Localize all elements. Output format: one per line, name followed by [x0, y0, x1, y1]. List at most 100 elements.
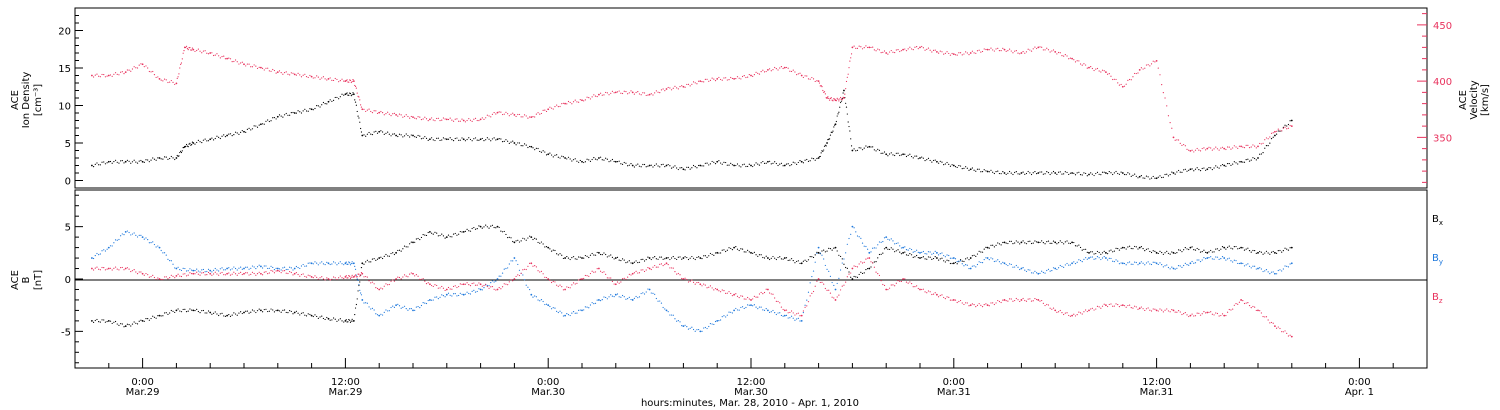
velocity-point — [554, 105, 556, 108]
velocity-point — [550, 107, 553, 109]
bz-point — [806, 305, 808, 307]
density-point — [952, 164, 955, 167]
bx-point — [605, 253, 607, 256]
by-point — [969, 267, 972, 270]
by-point — [258, 264, 260, 266]
density-point — [1024, 173, 1026, 175]
bz-point — [415, 274, 417, 276]
velocity-point — [517, 113, 519, 116]
by-point — [584, 306, 586, 308]
bz-point — [478, 282, 480, 284]
bx-point — [902, 251, 904, 254]
bx-point — [1171, 251, 1173, 253]
velocity-point — [1145, 64, 1148, 66]
bz-point — [1281, 331, 1283, 333]
velocity-point — [370, 110, 372, 113]
by-point — [1068, 264, 1070, 266]
bz-point — [826, 289, 828, 291]
velocity-point — [474, 117, 477, 119]
density-point — [743, 163, 745, 165]
bz-point — [594, 271, 597, 273]
velocity-point — [530, 116, 533, 119]
density-point — [1057, 171, 1060, 173]
bz-point — [1002, 299, 1004, 301]
velocity-point — [630, 90, 632, 92]
by-point — [579, 309, 581, 311]
by-point — [1290, 262, 1293, 265]
velocity-point — [572, 101, 575, 103]
velocity-point — [1147, 64, 1149, 66]
bz-point — [229, 274, 232, 276]
velocity-point — [352, 80, 355, 83]
by-point — [1014, 266, 1016, 268]
bz-point — [1164, 309, 1166, 311]
by-point — [640, 292, 642, 295]
density-point — [1085, 172, 1087, 175]
density-point — [488, 138, 490, 140]
velocity-point — [398, 113, 401, 115]
bx-point — [157, 315, 159, 317]
bx-point — [299, 314, 301, 316]
by-point — [1052, 267, 1055, 269]
bz-point — [779, 302, 781, 304]
bx-point — [665, 257, 668, 259]
by-point — [338, 262, 340, 264]
by-point — [537, 299, 539, 301]
bx-point — [1248, 249, 1251, 252]
velocity-point — [120, 71, 122, 73]
density-point — [846, 113, 848, 115]
velocity-point — [652, 94, 654, 96]
by-point — [1002, 261, 1004, 264]
bz-point — [997, 299, 999, 302]
density-point — [380, 130, 382, 132]
density-point — [128, 160, 130, 162]
bz-point — [760, 291, 762, 294]
by-point — [513, 257, 516, 259]
density-point — [855, 150, 857, 152]
bz-point — [910, 282, 913, 285]
velocity-point — [434, 120, 436, 122]
by-point — [1091, 256, 1093, 258]
bx-point — [689, 257, 691, 259]
by-point — [319, 262, 321, 264]
by-point — [679, 321, 681, 323]
velocity-point — [338, 81, 340, 83]
bx-point — [995, 244, 997, 246]
density-point — [368, 131, 370, 134]
by-point — [1275, 273, 1278, 275]
by-point — [392, 305, 394, 307]
bz-point — [387, 284, 389, 286]
bz-point — [794, 314, 796, 316]
bx-point — [753, 251, 755, 253]
bx-point — [1215, 248, 1217, 250]
bz-point — [307, 274, 309, 276]
bz-point — [755, 296, 757, 298]
bz-point — [956, 301, 958, 304]
bx-point — [836, 250, 838, 252]
velocity-point — [414, 117, 416, 119]
density-point — [478, 139, 480, 141]
bx-point — [598, 251, 600, 254]
top-left-ylabel-line1: ACE — [10, 90, 21, 110]
velocity-point — [782, 67, 784, 70]
velocity-point — [1166, 105, 1168, 107]
density-point — [248, 127, 250, 129]
velocity-point — [966, 52, 968, 54]
density-point — [1154, 177, 1156, 179]
velocity-point — [783, 66, 786, 69]
density-point — [748, 163, 750, 165]
by-point — [1154, 261, 1156, 263]
by-point — [1150, 263, 1153, 266]
velocity-point — [118, 74, 120, 76]
density-point — [616, 161, 619, 163]
bx-point — [427, 231, 429, 234]
density-point — [1220, 165, 1222, 167]
velocity-point — [993, 50, 995, 52]
density-point — [794, 162, 796, 164]
density-point — [750, 164, 752, 167]
density-point — [169, 157, 171, 160]
bx-point — [1284, 247, 1286, 249]
density-point — [1039, 171, 1041, 173]
bx-point — [1138, 246, 1141, 249]
